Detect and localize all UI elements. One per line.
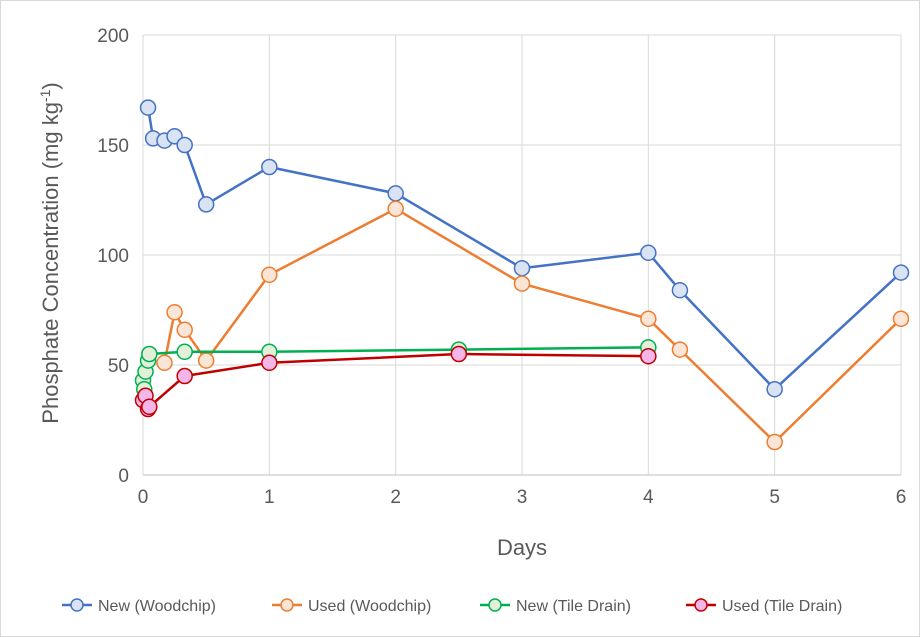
tick-labels: 0 1 2 3 4 5 6 0 50 100 150 200: [97, 26, 906, 508]
y-axis-label-main: Phosphate Concentration (mg kg: [38, 102, 63, 424]
data-point: [387, 185, 404, 202]
data-point: [156, 354, 173, 372]
legend-item: New (Woodchip): [62, 598, 216, 615]
data-point: [166, 303, 183, 321]
y-tick-label: 200: [97, 26, 129, 47]
series-layer: [134, 99, 910, 451]
legend-label: Used (Tile Drain): [722, 598, 842, 615]
legend-item: Used (Woodchip): [272, 598, 431, 615]
data-point: [141, 345, 158, 363]
y-tick-label: 0: [118, 466, 129, 487]
legend-marker: [280, 598, 294, 612]
data-point: [176, 367, 193, 385]
data-point: [513, 275, 531, 292]
x-tick-label: 6: [896, 487, 907, 508]
data-point: [197, 352, 215, 369]
y-axis-label-close: ): [38, 82, 63, 89]
series-line: [146, 107, 902, 391]
data-point: [197, 196, 215, 213]
data-point: [671, 341, 689, 358]
y-tick-label: 150: [97, 136, 129, 157]
x-tick-label: 0: [138, 487, 149, 508]
series-line: [163, 207, 902, 444]
data-point: [139, 99, 157, 116]
x-tick-label: 5: [769, 487, 780, 508]
series-1: [156, 200, 910, 451]
data-point: [141, 398, 158, 416]
data-point: [892, 264, 910, 281]
legend-label: New (Tile Drain): [516, 598, 631, 615]
x-tick-label: 4: [643, 487, 654, 508]
series-3: [134, 345, 657, 418]
legend-item: Used (Tile Drain): [686, 598, 842, 615]
legend-marker: [70, 598, 84, 612]
data-point: [513, 259, 531, 277]
data-point: [640, 310, 657, 328]
y-axis-label-superscript: -1: [37, 89, 53, 102]
legend: New (Woodchip) Used (Woodchip) New (Tile D…: [62, 598, 842, 615]
data-point: [261, 158, 278, 176]
data-point: [766, 433, 783, 451]
data-point: [640, 244, 657, 262]
data-point: [176, 321, 193, 339]
data-point: [640, 347, 657, 365]
x-axis-label: Days: [497, 535, 547, 560]
x-tick-label: 1: [264, 487, 275, 508]
legend-marker: [694, 598, 708, 612]
data-point: [387, 200, 404, 218]
x-tick-label: 2: [390, 487, 401, 508]
legend-label: Used (Woodchip): [308, 598, 431, 615]
data-point: [261, 354, 278, 372]
data-point: [892, 310, 910, 328]
legend-marker: [488, 598, 502, 612]
series-0: [139, 99, 910, 398]
y-tick-label: 100: [97, 246, 129, 267]
data-point: [671, 281, 689, 299]
data-point: [261, 266, 278, 284]
data-point: [766, 380, 783, 398]
x-tick-label: 3: [517, 487, 528, 508]
legend-item: New (Tile Drain): [480, 598, 631, 615]
data-point: [176, 136, 193, 154]
legend-label: New (Woodchip): [98, 598, 216, 615]
y-axis-label: Phosphate Concentration (mg kg-1): [37, 82, 63, 423]
y-tick-label: 50: [108, 356, 129, 377]
gridlines: [142, 34, 902, 476]
data-point: [176, 343, 193, 361]
data-point: [450, 345, 468, 363]
